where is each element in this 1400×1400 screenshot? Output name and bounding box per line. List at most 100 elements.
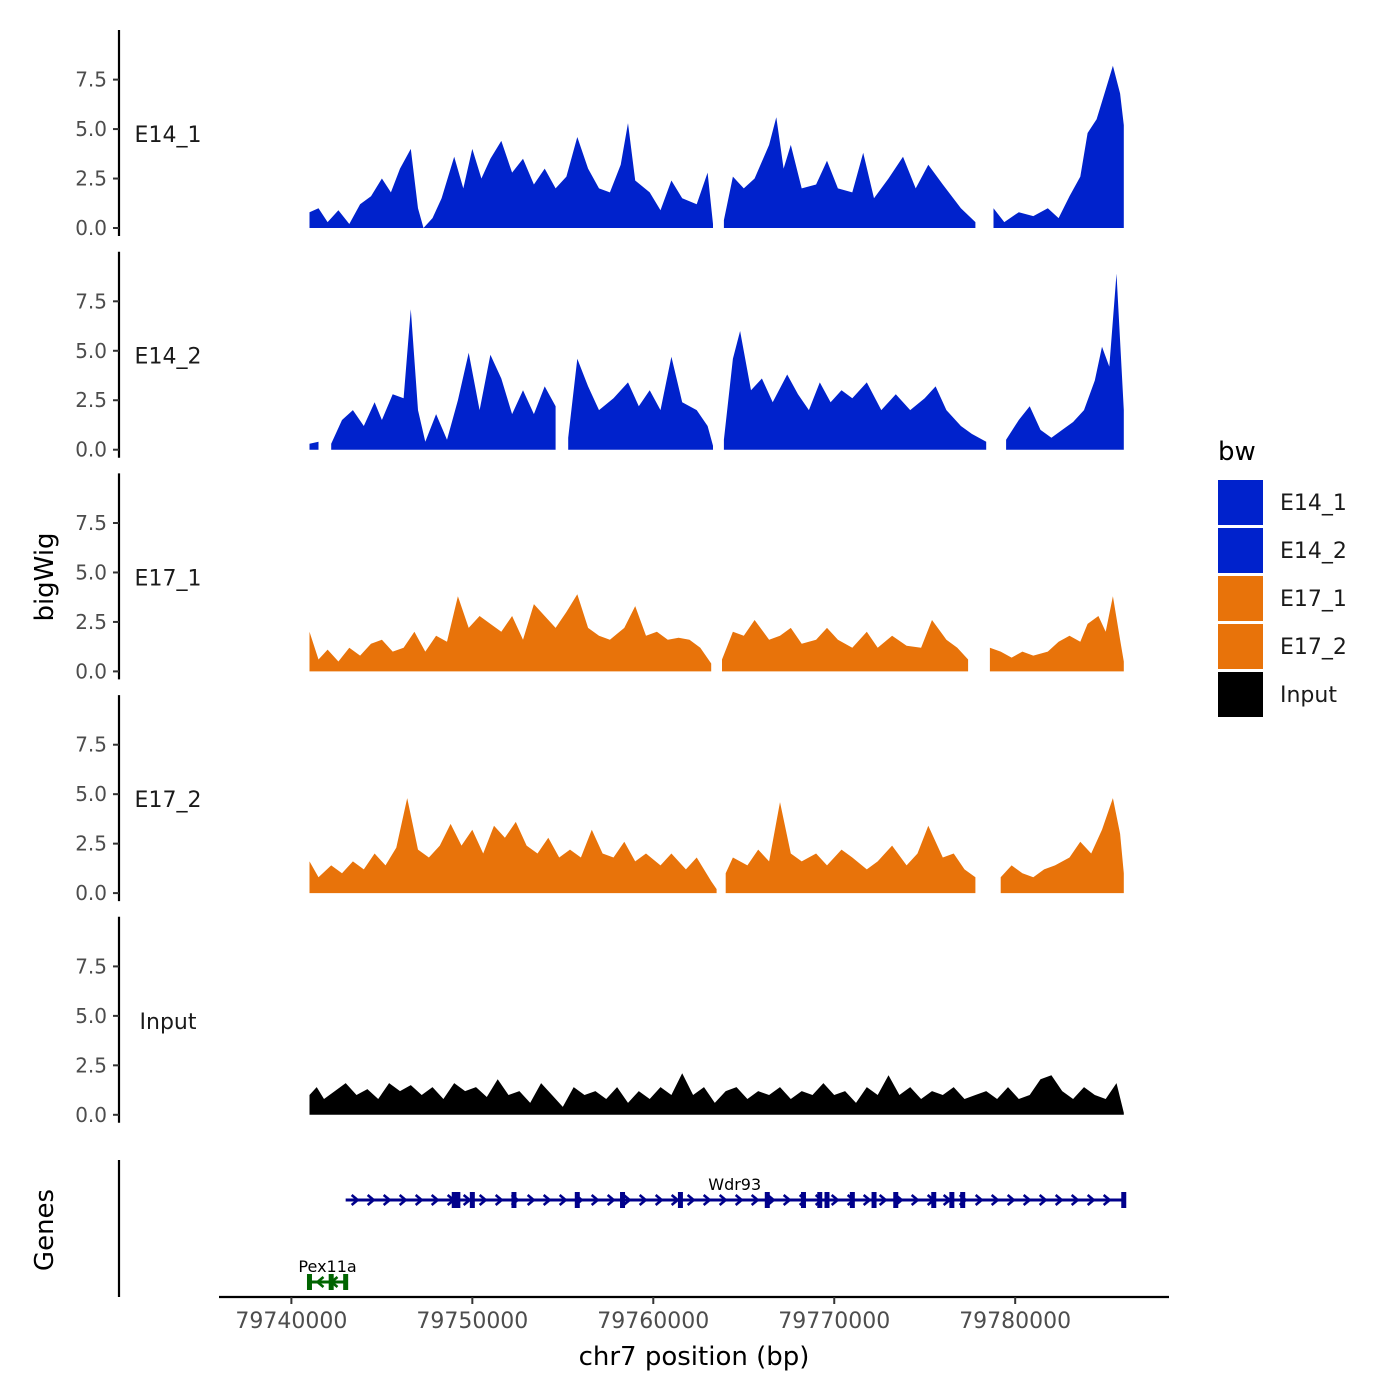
strand-arrow xyxy=(606,1194,616,1206)
legend-swatch xyxy=(1218,480,1263,525)
coverage-panels: 0.0 2.5 5.0 7.5 E14_1 0.0 2.5 5.0 7.5 E14_2 0.0 2.5… xyxy=(75,30,1124,1127)
gene-track-title: Genes xyxy=(30,1189,60,1271)
x-tick-label: 79780000 xyxy=(959,1309,1071,1334)
coverage-area-E17_2 xyxy=(1000,798,1124,894)
strand-arrow xyxy=(430,1194,440,1206)
strand-arrow xyxy=(862,1194,872,1206)
strand-arrow xyxy=(1086,1194,1096,1206)
x-tick-label: 79770000 xyxy=(778,1309,890,1334)
exon xyxy=(677,1192,683,1208)
coverage-area-E14_1 xyxy=(723,117,976,228)
panel-E14_1: 0.0 2.5 5.0 7.5 E14_1 xyxy=(75,30,1124,240)
y-tick-label: 0.0 xyxy=(75,216,107,240)
strand-arrow xyxy=(638,1194,648,1206)
gene-track: Wdr93 Pex11a xyxy=(117,1160,1127,1297)
exon xyxy=(960,1192,966,1208)
y-tick-label: 7.5 xyxy=(75,289,107,313)
strand-arrow xyxy=(670,1194,680,1206)
strand-arrow xyxy=(846,1194,856,1206)
strand-arrow xyxy=(734,1194,744,1206)
panel-E17_2: 0.0 2.5 5.0 7.5 E17_2 xyxy=(75,695,1124,905)
strand-arrow xyxy=(990,1194,1000,1206)
coverage-area-E17_1 xyxy=(309,594,712,672)
coverage-area-E14_2 xyxy=(568,356,713,450)
strand-arrow xyxy=(622,1194,632,1206)
coverage-area-E14_2 xyxy=(1006,273,1124,450)
strand-arrow xyxy=(830,1194,840,1206)
track-label: E17_1 xyxy=(135,566,202,591)
gene-Wdr93: Wdr93 xyxy=(345,1175,1127,1208)
coverage-area-E14_2 xyxy=(309,441,319,450)
strand-arrow xyxy=(1038,1194,1048,1206)
legend: bw E14_1 E14_2 E17_1 E17_2 Input xyxy=(1218,437,1347,717)
y-tick-label: 7.5 xyxy=(75,954,107,978)
exon xyxy=(824,1192,830,1208)
strand-arrow xyxy=(750,1194,760,1206)
legend-label: E14_2 xyxy=(1280,539,1347,564)
coverage-area-E17_1 xyxy=(989,596,1124,672)
exon xyxy=(800,1192,806,1208)
y-tick-label: 5.0 xyxy=(75,1004,107,1028)
coverage-area-E17_2 xyxy=(725,802,976,894)
y-tick-label: 7.5 xyxy=(75,733,107,757)
exon xyxy=(1121,1192,1127,1208)
exon xyxy=(893,1192,899,1208)
gene-Pex11a: Pex11a xyxy=(298,1257,357,1290)
gene-label: Pex11a xyxy=(298,1257,356,1276)
y-tick-label: 0.0 xyxy=(75,1103,107,1127)
coverage-area-E17_2 xyxy=(309,798,717,894)
strand-arrow xyxy=(510,1194,520,1206)
gene-label: Wdr93 xyxy=(708,1175,761,1194)
strand-arrow xyxy=(1070,1194,1080,1206)
exon xyxy=(511,1192,517,1208)
strand-arrow xyxy=(974,1194,984,1206)
coverage-area-E17_1 xyxy=(722,620,969,672)
y-axis-title: bigWig xyxy=(30,532,60,621)
y-tick-label: 5.0 xyxy=(75,339,107,363)
coverage-area-Input xyxy=(309,1073,1124,1115)
y-tick-label: 5.0 xyxy=(75,560,107,584)
coverage-area-E14_2 xyxy=(723,331,987,450)
legend-swatch xyxy=(1218,624,1263,669)
y-tick-label: 7.5 xyxy=(75,68,107,92)
strand-arrow xyxy=(382,1194,392,1206)
strand-arrow xyxy=(590,1194,600,1206)
strand-arrow xyxy=(814,1194,824,1206)
strand-arrow xyxy=(910,1194,920,1206)
y-tick-label: 5.0 xyxy=(75,782,107,806)
strand-arrow xyxy=(315,1276,325,1288)
x-tick-label: 79760000 xyxy=(597,1309,709,1334)
strand-arrow xyxy=(1006,1194,1016,1206)
panel-E14_2: 0.0 2.5 5.0 7.5 E14_2 xyxy=(75,251,1124,462)
x-axis: 79740000 79750000 79760000 79770000 79780000 xyxy=(219,1295,1169,1334)
track-label: E14_2 xyxy=(135,345,202,370)
y-tick-label: 2.5 xyxy=(75,388,107,412)
panel-E17_1: 0.0 2.5 5.0 7.5 E17_1 xyxy=(75,473,1124,683)
y-tick-label: 2.5 xyxy=(75,1053,107,1077)
strand-arrow xyxy=(894,1194,904,1206)
strand-arrow xyxy=(574,1194,584,1206)
strand-arrow xyxy=(942,1194,952,1206)
strand-arrow xyxy=(878,1194,888,1206)
strand-arrow xyxy=(958,1194,968,1206)
strand-arrow xyxy=(1022,1194,1032,1206)
exon xyxy=(343,1274,349,1290)
track-label: E14_1 xyxy=(135,123,202,148)
coverage-area-E14_1 xyxy=(993,65,1124,228)
strand-arrow xyxy=(766,1194,776,1206)
strand-arrow xyxy=(494,1194,504,1206)
x-axis-title: chr7 position (bp) xyxy=(579,1342,810,1372)
panel-Input: 0.0 2.5 5.0 7.5 Input xyxy=(75,916,1124,1127)
strand-arrow xyxy=(654,1194,664,1206)
strand-arrow xyxy=(366,1194,376,1206)
strand-arrow xyxy=(350,1194,360,1206)
strand-arrow xyxy=(1054,1194,1064,1206)
strand-arrow xyxy=(1102,1194,1112,1206)
exon xyxy=(764,1192,770,1208)
x-tick-label: 79740000 xyxy=(235,1309,347,1334)
exon xyxy=(469,1192,475,1208)
strand-arrow xyxy=(926,1194,936,1206)
legend-swatch xyxy=(1218,528,1263,573)
y-tick-label: 2.5 xyxy=(75,610,107,634)
